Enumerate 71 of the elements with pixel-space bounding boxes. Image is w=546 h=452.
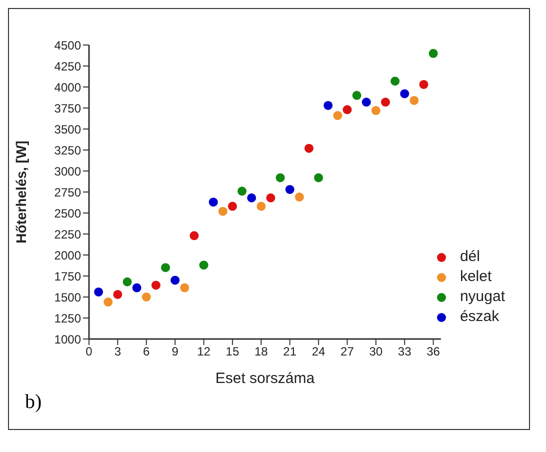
point [342, 105, 352, 114]
point [400, 89, 410, 98]
y-tick-label: 2000 [54, 248, 82, 262]
point [380, 98, 390, 107]
point [228, 202, 237, 211]
y-tick-label: 4500 [54, 38, 82, 52]
y-tick-label: 1500 [54, 290, 82, 304]
y-tick-label: 2750 [54, 185, 82, 200]
x-tick-label: 0 [86, 344, 93, 359]
legend-label: dél [460, 248, 480, 265]
x-tick-label: 24 [312, 344, 326, 359]
point [276, 173, 285, 182]
point [151, 280, 160, 290]
text: b) [25, 391, 42, 414]
point [238, 186, 247, 196]
y-tick-label: 1250 [54, 311, 82, 326]
x-tick-label: 27 [340, 344, 354, 359]
y-tick-label: 3500 [54, 122, 82, 136]
point [390, 76, 400, 86]
y-tick-label: 3750 [54, 101, 82, 116]
point [294, 192, 304, 202]
x-tick-label: 36 [426, 344, 440, 359]
point [132, 283, 142, 292]
x-tick-label: 9 [172, 344, 179, 359]
point [122, 277, 132, 286]
point [199, 260, 208, 270]
point [333, 111, 342, 120]
point [256, 202, 266, 211]
point [190, 231, 199, 240]
point [104, 298, 113, 307]
point [161, 263, 170, 272]
x-tick-label: 18 [254, 344, 268, 359]
point [285, 184, 294, 194]
legend-label: kelet [460, 268, 492, 285]
y-tick-label: 3000 [54, 164, 82, 178]
point [428, 48, 438, 58]
y-tick-label: 4250 [54, 59, 82, 74]
point [324, 100, 333, 110]
legend-label: nyugat [460, 288, 505, 305]
y-tick-label: 3250 [54, 143, 82, 158]
x-tick-label: 33 [398, 344, 412, 359]
x-tick-label: 12 [197, 344, 211, 359]
y-tick-label: 4000 [54, 80, 82, 94]
y-tick-label: 2500 [54, 206, 82, 220]
point [419, 80, 428, 89]
point [142, 292, 151, 302]
y-tick-label: 1750 [54, 269, 82, 284]
point [352, 90, 362, 100]
point [362, 98, 371, 107]
point [170, 276, 180, 285]
point [113, 290, 122, 299]
point [304, 144, 314, 153]
point [371, 106, 380, 116]
point [218, 206, 228, 216]
point [410, 96, 419, 105]
x-tick-label: 15 [226, 344, 240, 359]
y-tick-label: 1000 [54, 332, 82, 346]
x-tick-label: 21 [283, 344, 297, 359]
point [180, 283, 190, 292]
point [94, 287, 104, 296]
point [208, 198, 218, 207]
x-tick-label: 3 [114, 344, 122, 359]
point [266, 193, 276, 202]
y-axis-title: Hőterhelés, [W] [12, 140, 29, 244]
point [314, 173, 324, 182]
x-tick-label: 30 [369, 344, 383, 359]
y-tick-label: 2250 [54, 227, 82, 242]
legend-label: észak [460, 308, 500, 325]
point [247, 193, 256, 202]
x-tick-label: 6 [143, 344, 150, 359]
x-axis-title: Eset sorszáma [215, 370, 316, 387]
